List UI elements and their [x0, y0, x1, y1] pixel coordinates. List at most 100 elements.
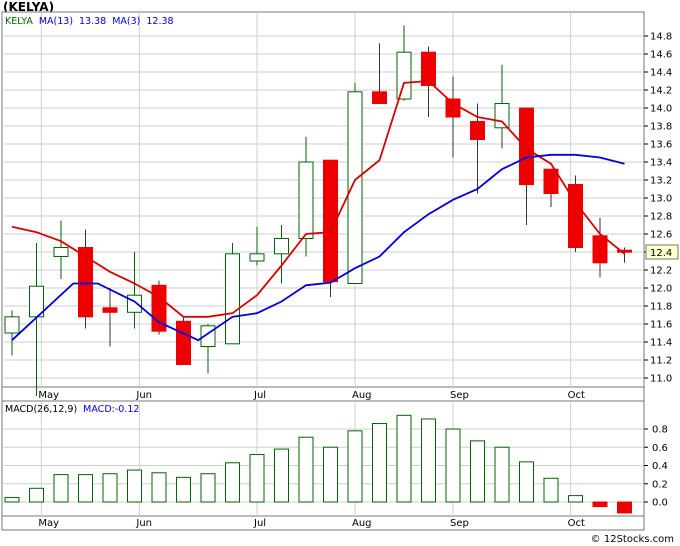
- macd-bar: [396, 414, 412, 503]
- candle-body: [372, 91, 387, 105]
- macd-bar: [470, 440, 485, 503]
- macd-bar: [127, 469, 142, 503]
- macd-bar: [176, 476, 191, 503]
- macd-tick-label: 0.8: [652, 425, 668, 436]
- price-tick-label: 14.8: [650, 32, 672, 43]
- price-tick-label: 14.6: [650, 50, 672, 61]
- candles: [4, 25, 632, 396]
- candle-body: [274, 238, 289, 255]
- macd-bar: [372, 423, 387, 503]
- price-tick-label: 12.0: [650, 284, 672, 295]
- price-tick-label: 11.4: [650, 338, 672, 349]
- price-tick-label: 13.6: [650, 140, 672, 151]
- price-month-label: Sep: [450, 390, 469, 401]
- candle-body: [347, 91, 363, 284]
- candle-body: [298, 161, 314, 239]
- macd-bar: [347, 430, 363, 503]
- macd-bar: [274, 448, 289, 503]
- macd-tick-label: 0.6: [652, 443, 668, 454]
- candle-body: [445, 98, 461, 118]
- candle-body: [617, 249, 632, 253]
- legend-entry: MA(3): [112, 16, 140, 27]
- page-title: (KELYA): [3, 0, 55, 14]
- price-tick-label: 13.8: [650, 122, 672, 133]
- macd-tick-label: 0.0: [652, 498, 668, 509]
- macd-bar: [421, 418, 436, 503]
- price-axis: 11.0 11.2 11.4 11.6 11.8 12.0 12.2 12.4 12.6 12.8…: [644, 32, 679, 385]
- legend-entry: MA(13): [39, 16, 73, 27]
- price-month-label: May: [38, 390, 59, 401]
- candle-body: [225, 253, 240, 345]
- price-month-label: Jun: [135, 390, 152, 401]
- price-tick-label: 14.2: [650, 86, 672, 97]
- macd-bar: [494, 446, 510, 503]
- moving-averages: [11, 80, 626, 342]
- macd-month-label: Sep: [450, 518, 469, 529]
- macd-date-axis-strip: [1, 515, 645, 531]
- candle-body: [568, 184, 583, 248]
- macd-bar: [4, 496, 20, 503]
- price-tick-label: 11.2: [650, 356, 672, 367]
- month-labels: May May Jun Jun Jul Jul Aug Aug Sep Sep Oct Oct: [38, 390, 585, 529]
- macd-bar: [592, 501, 608, 508]
- price-tick-label: 12.6: [650, 230, 672, 241]
- macd-bar: [249, 454, 265, 503]
- candle-body: [127, 294, 142, 313]
- macd-month-label: Oct: [568, 518, 585, 529]
- last-price-label: 12.4: [650, 248, 672, 259]
- macd-month-label: Jul: [253, 518, 266, 529]
- ma13-line: [11, 153, 625, 342]
- macd-bar: [298, 436, 314, 503]
- candle-body: [176, 320, 191, 365]
- price-tick-label: 12.8: [650, 212, 672, 223]
- legend-entry: 13.38: [79, 16, 106, 27]
- candle-body: [494, 103, 510, 129]
- price-date-axis-strip: [1, 386, 645, 402]
- macd-tick-label: 0.4: [652, 461, 668, 472]
- price-tick-label: 11.8: [650, 302, 672, 313]
- macd-bar: [78, 474, 93, 503]
- candle-body: [102, 307, 118, 313]
- legend-entry: 12.38: [146, 16, 173, 27]
- macd-month-label: May: [38, 518, 59, 529]
- macd-bar: [53, 474, 69, 503]
- candle-body: [519, 107, 534, 185]
- macd-month-label: Aug: [352, 518, 372, 529]
- legend-entry: KELYA: [5, 16, 33, 27]
- macd-bar: [519, 461, 534, 503]
- credit-text: © 12Stocks.com: [590, 534, 674, 545]
- price-tick-label: 12.2: [650, 266, 672, 277]
- legends: KELYA MA(13) 13.38 MA(3) 12.38 MACD(26,12,9) M…: [5, 16, 174, 415]
- legend-entry: MACD:-0.12: [83, 404, 139, 415]
- macd-bars: [4, 414, 632, 514]
- macd-bar: [323, 446, 338, 503]
- candle-body: [470, 121, 485, 140]
- legend-entry: MACD(26,12,9): [5, 404, 77, 415]
- candle-body: [4, 316, 20, 334]
- last-price-box: [645, 244, 679, 260]
- macd-bar: [151, 472, 167, 503]
- candle-body: [396, 51, 412, 100]
- price-month-label: Jul: [253, 390, 266, 401]
- candle-body: [53, 247, 69, 257]
- macd-month-label: Jun: [135, 518, 152, 529]
- macd-bar: [568, 495, 583, 503]
- macd-bar: [102, 473, 118, 503]
- price-tick-label: 13.4: [650, 158, 672, 169]
- candle-body: [592, 235, 608, 264]
- price-tick-label: 14.0: [650, 104, 672, 115]
- price-tick-label: 11.0: [650, 374, 672, 385]
- candle-body: [78, 247, 93, 318]
- price-tick-label: 13.0: [650, 194, 672, 205]
- candle-body: [543, 168, 559, 194]
- macd-bar: [29, 487, 44, 503]
- price-month-label: Oct: [568, 390, 585, 401]
- candle-body: [421, 51, 436, 86]
- price-tick-label: 11.6: [650, 320, 672, 331]
- macd-axis: 0.0 0.2 0.4 0.6 0.8: [644, 425, 668, 509]
- price-tick-label: 13.2: [650, 176, 672, 187]
- macd-bar: [225, 462, 240, 503]
- macd-bar: [617, 501, 632, 514]
- price-month-label: Aug: [352, 390, 372, 401]
